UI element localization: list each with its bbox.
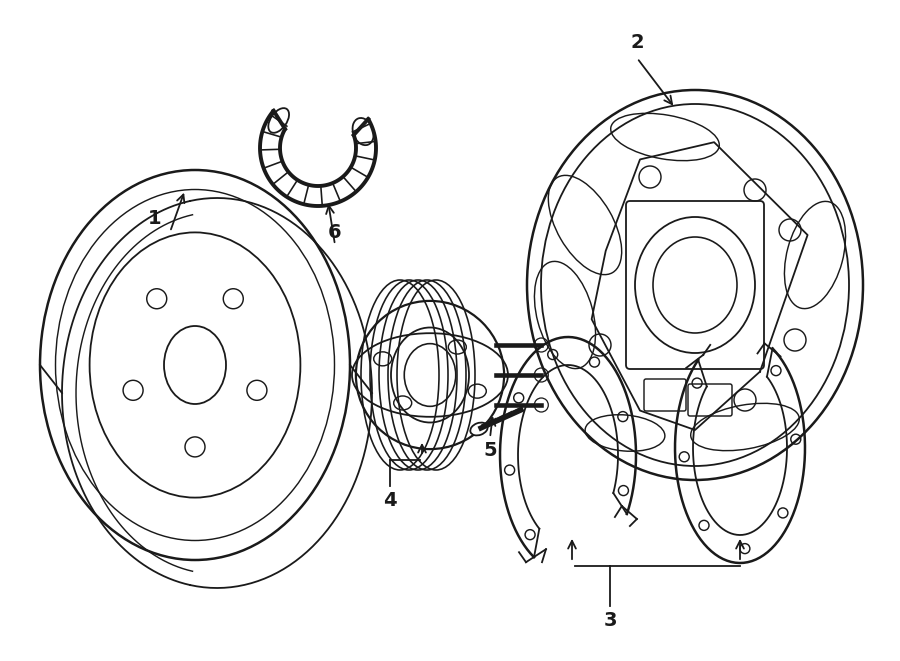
Text: 6: 6 [328,223,342,241]
Ellipse shape [268,108,289,133]
Text: 2: 2 [630,32,644,52]
Text: 1: 1 [148,208,162,227]
Text: 5: 5 [483,440,497,459]
Ellipse shape [353,118,374,145]
Text: 4: 4 [383,490,397,510]
Ellipse shape [471,422,488,436]
Text: 3: 3 [603,611,616,629]
